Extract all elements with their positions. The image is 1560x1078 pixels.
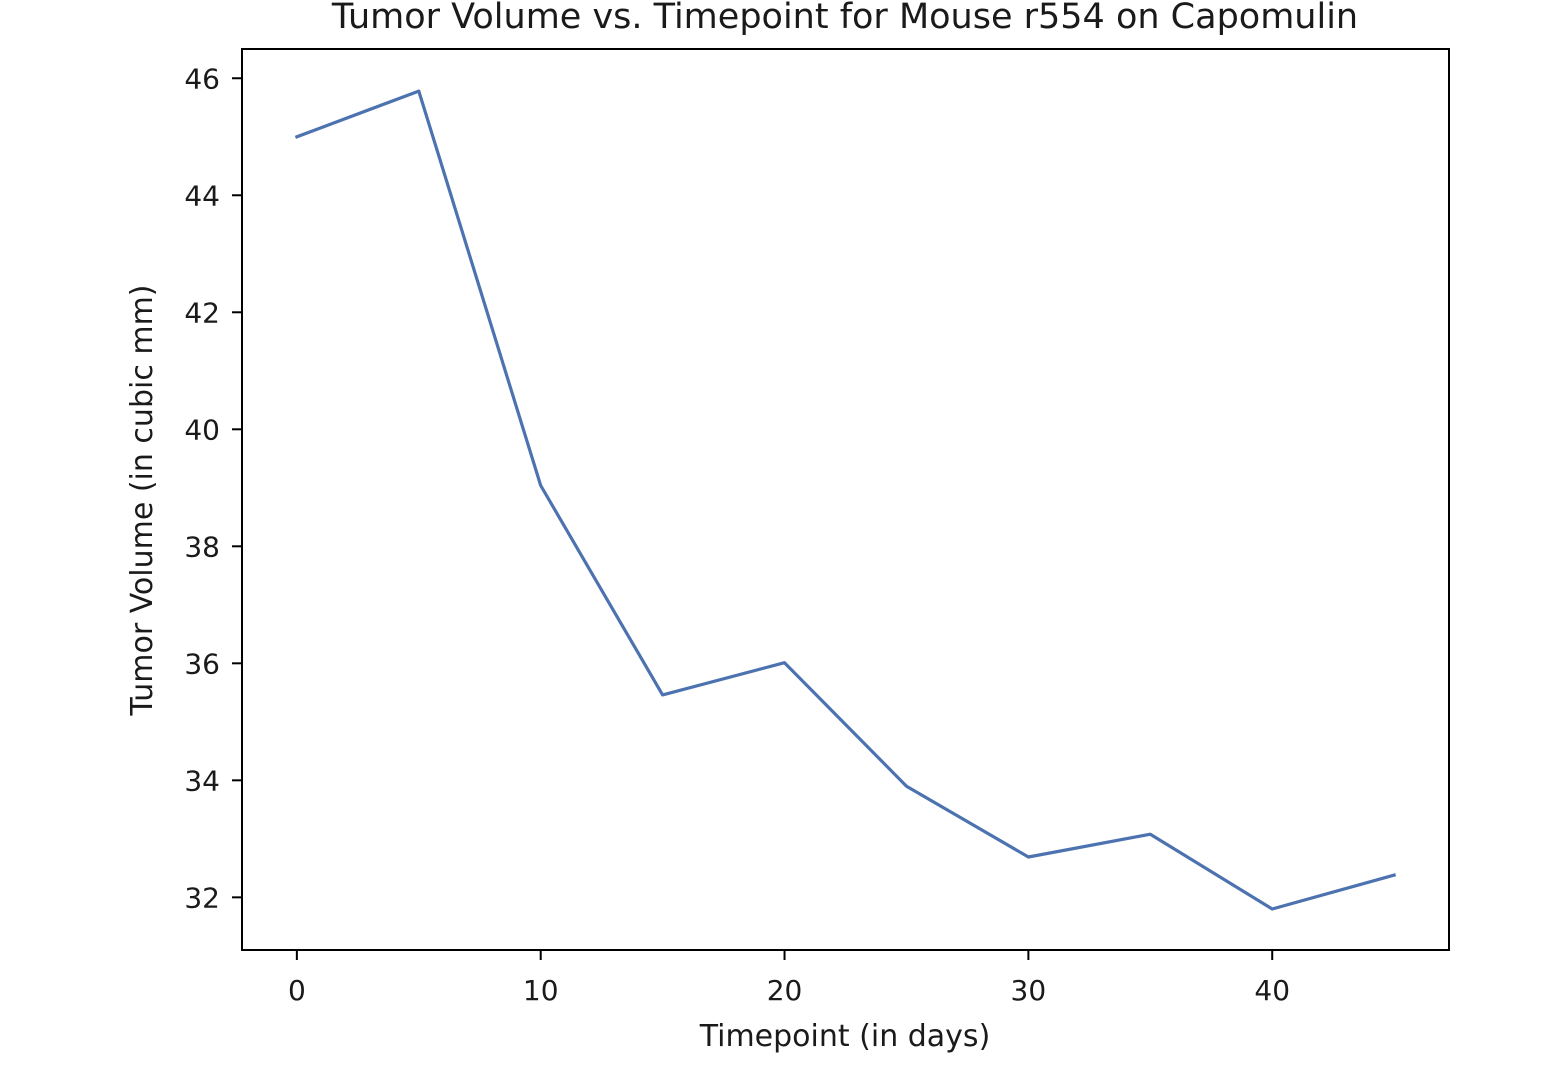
y-tick-label: 38 <box>184 530 220 563</box>
plot-frame <box>241 48 1450 951</box>
y-axis: 32 34 36 38 40 42 44 46 <box>184 62 242 914</box>
x-tick-label: 0 <box>288 974 306 1007</box>
series-line <box>294 89 1397 911</box>
y-axis-label: Tumor Volume (in cubic mm) <box>125 284 160 716</box>
x-tick-label: 30 <box>1011 974 1047 1007</box>
x-tick-label: 20 <box>767 974 803 1007</box>
x-axis-label: Timepoint (in days) <box>699 1019 991 1054</box>
y-tick-label: 34 <box>184 764 220 797</box>
x-tick-label: 10 <box>523 974 559 1007</box>
y-tick-label: 44 <box>184 179 220 212</box>
y-tick-label: 46 <box>184 62 220 95</box>
chart-title: Tumor Volume vs. Timepoint for Mouse r55… <box>331 0 1358 37</box>
y-tick-label: 42 <box>184 296 220 329</box>
y-tick-label: 40 <box>184 413 220 446</box>
x-axis: 0 10 20 30 40 <box>288 950 1290 1007</box>
plot-area <box>241 48 1450 951</box>
y-tick-label: 32 <box>184 881 220 914</box>
x-tick-label: 40 <box>1254 974 1290 1007</box>
y-tick-label: 36 <box>184 647 220 680</box>
